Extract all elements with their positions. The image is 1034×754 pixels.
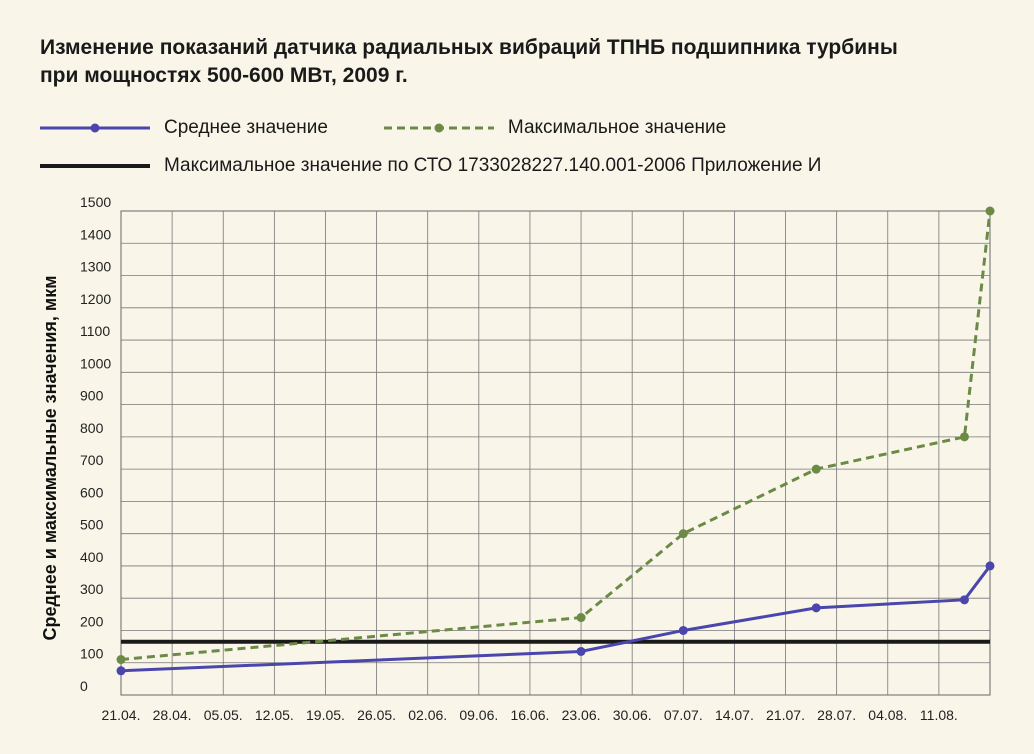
series-line-mean [120,565,992,673]
data-point-max [116,655,126,665]
legend-label-mean: Среднее значение [164,117,328,138]
data-point-mean [576,646,586,656]
x-tick-label: 19.05. [306,707,345,723]
x-tick-label: 12.05. [255,707,294,723]
x-tick-label: 28.07. [817,707,856,723]
y-tick-label: 700 [80,452,104,468]
plot-frame [120,210,991,696]
legend-row-2: Максимальное значение по СТО 1733028227.… [40,154,821,178]
x-tick-label: 26.05. [357,707,396,723]
x-tick-label: 09.06. [459,707,498,723]
x-tick-label: 02.06. [408,707,447,723]
y-tick-label: 1500 [80,194,111,210]
x-tick-label: 04.08. [868,707,907,723]
legend-label-max: Максимальное значение [507,117,727,138]
data-point-mean [678,625,688,635]
data-point-mean [985,561,995,571]
legend-item-mean: Среднее значение [40,117,328,139]
x-tick-label: 30.06. [613,707,652,723]
x-tick-label: 21.07. [766,707,805,723]
y-tick-label: 300 [80,581,104,597]
legend-swatch-mean [40,123,150,133]
y-tick-label: 200 [80,613,104,629]
y-tick-label: 1200 [80,291,111,307]
data-point-max [985,206,995,216]
legend-item-standard: Максимальное значение по СТО 1733028227.… [40,155,821,177]
x-tick-label: 11.08. [920,707,958,723]
y-tick-label: 1000 [80,355,111,371]
x-tick-label: 14.07. [715,707,754,723]
y-tick-label: 1300 [80,259,111,275]
x-tick-label: 28.04. [153,707,192,723]
y-tick-label: 600 [80,484,104,500]
series-line-max [120,210,992,662]
data-point-mean [811,603,821,613]
data-point-max [576,613,586,623]
x-tick-label: 16.06. [510,707,549,723]
x-tick-label: 21.04. [102,707,141,723]
y-tick-label: 0 [80,678,88,694]
legend-item-max: Максимальное значение [383,117,727,139]
x-tick-label: 05.05. [204,707,243,723]
data-point-max [678,529,688,539]
data-point-max [959,432,969,442]
data-point-max [811,464,821,474]
y-tick-label: 400 [80,549,104,565]
y-tick-label: 100 [80,646,104,662]
chart-title: Изменение показаний датчика радиальных в… [40,36,898,87]
legend-row-1: Среднее значение Максимальное значение [40,116,726,140]
y-axis-label: Среднее и максимальные значения, мкм [40,275,60,640]
x-tick-label: 07.07. [664,707,703,723]
y-tick-label: 1400 [80,226,111,242]
y-tick-label: 1100 [80,323,110,339]
x-tick-label: 23.06. [562,707,601,723]
data-point-mean [116,666,126,676]
legend-swatch-standard [40,164,150,168]
series-layer [116,206,995,676]
y-tick-label: 900 [80,388,104,404]
legend-label-standard: Максимальное значение по СТО 1733028227.… [164,155,822,176]
y-tick-label: 500 [80,517,104,533]
legend-swatch-max [383,123,494,133]
data-point-mean [959,595,969,605]
y-axis-ticks: 0 100 200 300 400 500 600 700 800 900 1000 1100 1200… [80,194,111,694]
x-axis-ticks: 21.04. 28.04. 05.05. 12.05. 19.05. 26.05. 02.0… [102,707,958,723]
y-tick-label: 800 [80,420,104,436]
grid [120,210,991,696]
